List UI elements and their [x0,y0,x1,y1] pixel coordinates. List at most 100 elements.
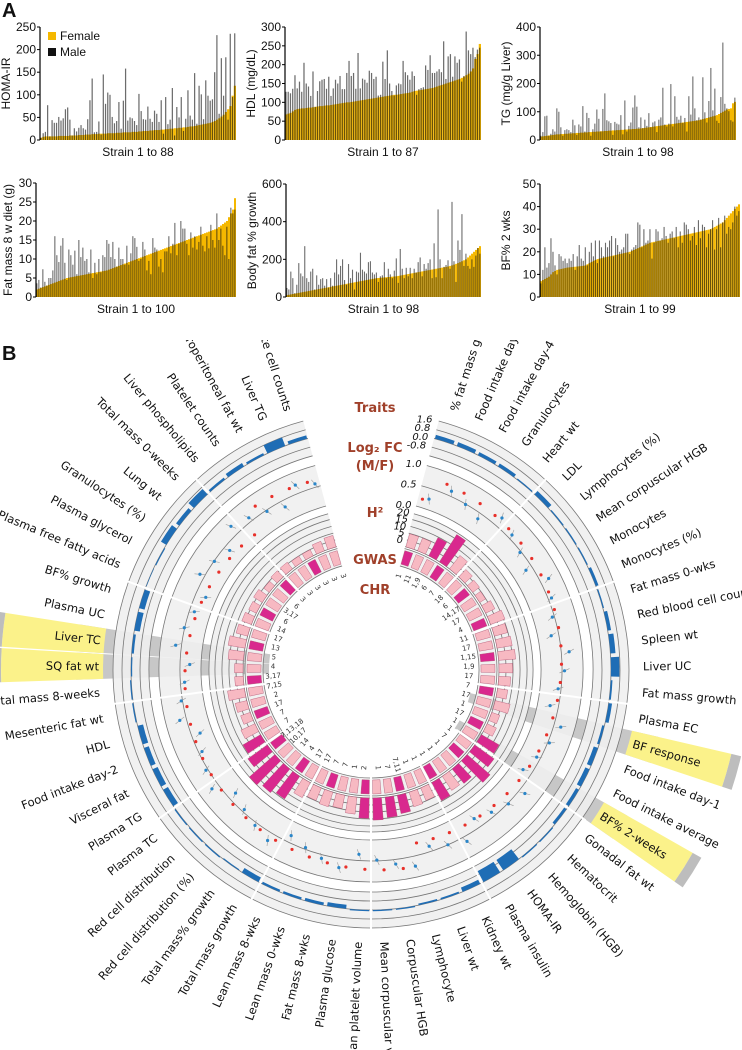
bar-male [654,121,656,140]
bar-male [72,264,74,297]
bar-male [185,118,187,140]
h2-point-male [182,626,186,630]
chr-block [420,559,435,576]
bar-male [692,76,694,140]
bar-male [140,111,142,140]
bar-male [710,229,712,297]
h2-point-female [363,867,367,871]
gwas-bar [235,623,251,637]
log2fc-bar [176,508,192,526]
gwas-bar [384,795,398,818]
bar-male [648,113,650,140]
bar-male [582,260,584,297]
h2-point-female [344,865,348,869]
bar-male [623,247,625,297]
bar-male [409,267,411,297]
bar-male [722,222,724,297]
bar-male [429,259,431,297]
bar-male [600,247,603,297]
bar-male [191,119,194,140]
bar-male [379,94,382,140]
chr-block [471,706,489,720]
bar-male [718,123,720,140]
bar-male [618,124,620,140]
h2-point-male [337,866,341,870]
bar-male [584,247,586,297]
bar-male [165,97,167,140]
bar-male [100,134,102,140]
bar-male [560,256,562,297]
bar-male [216,213,218,297]
bar-male [62,118,64,140]
trait-label: Corpuscular HGB [403,938,431,1037]
bar-male [305,83,307,140]
legend-label-female: Female [60,29,100,43]
bar-male [319,81,321,140]
y-tick-label: 0 [275,290,282,304]
bar-male [209,100,211,140]
track-title-chr: CHR [360,583,390,598]
log2fc-bar [534,491,552,509]
bar-male [604,93,606,140]
track-title-traits: Traits [354,401,395,416]
bar-female [173,128,176,140]
chr-block [460,597,477,613]
h2-point-female [185,704,189,709]
bar-male [351,269,354,297]
y-tick-label: 0 [274,133,281,147]
chr-block [382,778,394,794]
bar-male [364,79,366,140]
bar-male [630,122,632,140]
bar-male [413,268,415,297]
bar-male [314,106,316,140]
bar-male [93,132,96,140]
bar-male [196,249,198,297]
log2fc-bar [132,703,137,723]
bar-male [87,119,89,140]
bar-male [738,211,740,297]
gwas-bar [491,623,508,637]
chr-label: 1 [351,764,360,770]
bar-male [42,269,44,297]
bar-male [288,289,290,297]
gwas-tick: 0 [397,535,403,546]
gwas-bar [458,569,473,584]
h2-point-female [270,494,274,499]
h2-point-female [528,764,532,768]
bar-male [546,267,548,297]
bar-male [406,75,409,140]
y-tick-label: 200 [16,43,36,57]
bar-male [140,259,142,297]
bar-male [457,240,459,297]
chr-block [429,564,445,582]
h2-point-male [204,768,208,772]
bar-male [100,272,102,297]
bar-male [40,287,42,297]
bar-male [572,119,574,140]
h2-point-male [265,509,269,513]
h2-point-male [446,843,450,847]
bar-male [75,131,78,140]
chr-block [410,554,425,571]
bar-male [172,243,174,297]
bar-male [47,105,49,140]
y-tick-label: 250 [16,20,36,34]
h2-point-male [523,791,527,796]
bar-male [371,272,373,297]
log2fc-bar [597,725,605,745]
log2fc-bar [131,657,133,677]
log2fc-bar [163,786,178,807]
bar-male [644,119,646,140]
y-tick-label: 150 [16,65,36,79]
bar-male [465,31,467,140]
h2-point-female [559,662,564,666]
h2-point-male [549,634,553,638]
bar-male [449,268,451,297]
bar-male [373,274,375,297]
bar-male [132,236,134,297]
bar-male [712,220,714,297]
bar-male [391,91,393,140]
bar-male [425,65,427,140]
y-tick-label: 5 [25,271,32,285]
